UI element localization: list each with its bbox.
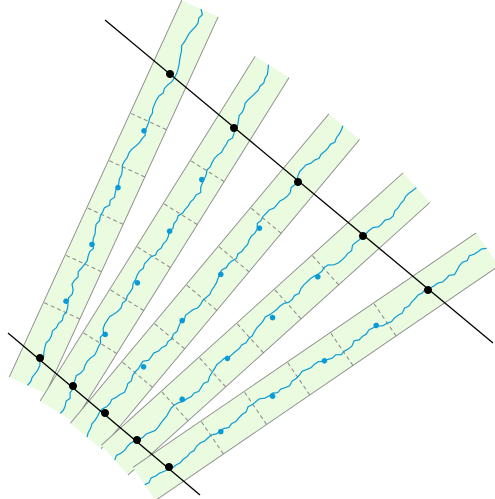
strip-edge-left [73,77,290,423]
strip-edge-right [101,172,404,446]
mid-point [321,358,328,364]
mid-point [224,355,231,362]
strip-1 [8,0,219,394]
mid-point [179,317,185,324]
strip-edge-left [45,16,219,394]
mid-point [218,428,224,435]
strip-band [9,0,219,394]
upper-node [166,70,174,78]
mid-point [140,364,147,370]
mid-point [102,331,108,338]
strip-edge-left [100,139,360,450]
upper-node [359,232,367,240]
mid-point [166,228,173,234]
wavy-line [114,187,417,461]
strip-edge-right [39,56,256,402]
strip-band [40,56,290,423]
strip-4 [101,172,431,476]
strips-group [8,0,495,499]
strip-edge-right [132,232,477,468]
upper-node [424,286,432,294]
strip-edge-right [8,0,183,378]
upper-node [294,178,302,186]
mid-point [269,393,276,400]
upper-node [230,124,238,132]
wavy-line [59,64,270,414]
wavy-line [86,125,344,438]
mid-point [199,176,205,183]
mid-point [89,241,95,248]
mid-point [179,396,185,403]
lower-node [36,354,44,362]
mid-point [63,298,69,305]
lower-node [69,382,77,390]
strip-edge-right [70,113,330,424]
strip-3 [70,113,360,450]
mid-point [141,128,147,134]
strip-2 [39,56,290,423]
lower-node [101,409,109,417]
mid-point [134,280,141,286]
lower-node [133,436,141,444]
mid-point [373,322,380,329]
lower-node [165,463,173,471]
strip-edge-left [156,267,495,499]
wavy-line [27,8,204,386]
mid-point [315,274,321,280]
mid-point [218,271,224,278]
mid-point [256,225,263,231]
nodes-group [36,70,432,471]
mid-point [269,314,276,321]
mid-point [115,184,121,191]
